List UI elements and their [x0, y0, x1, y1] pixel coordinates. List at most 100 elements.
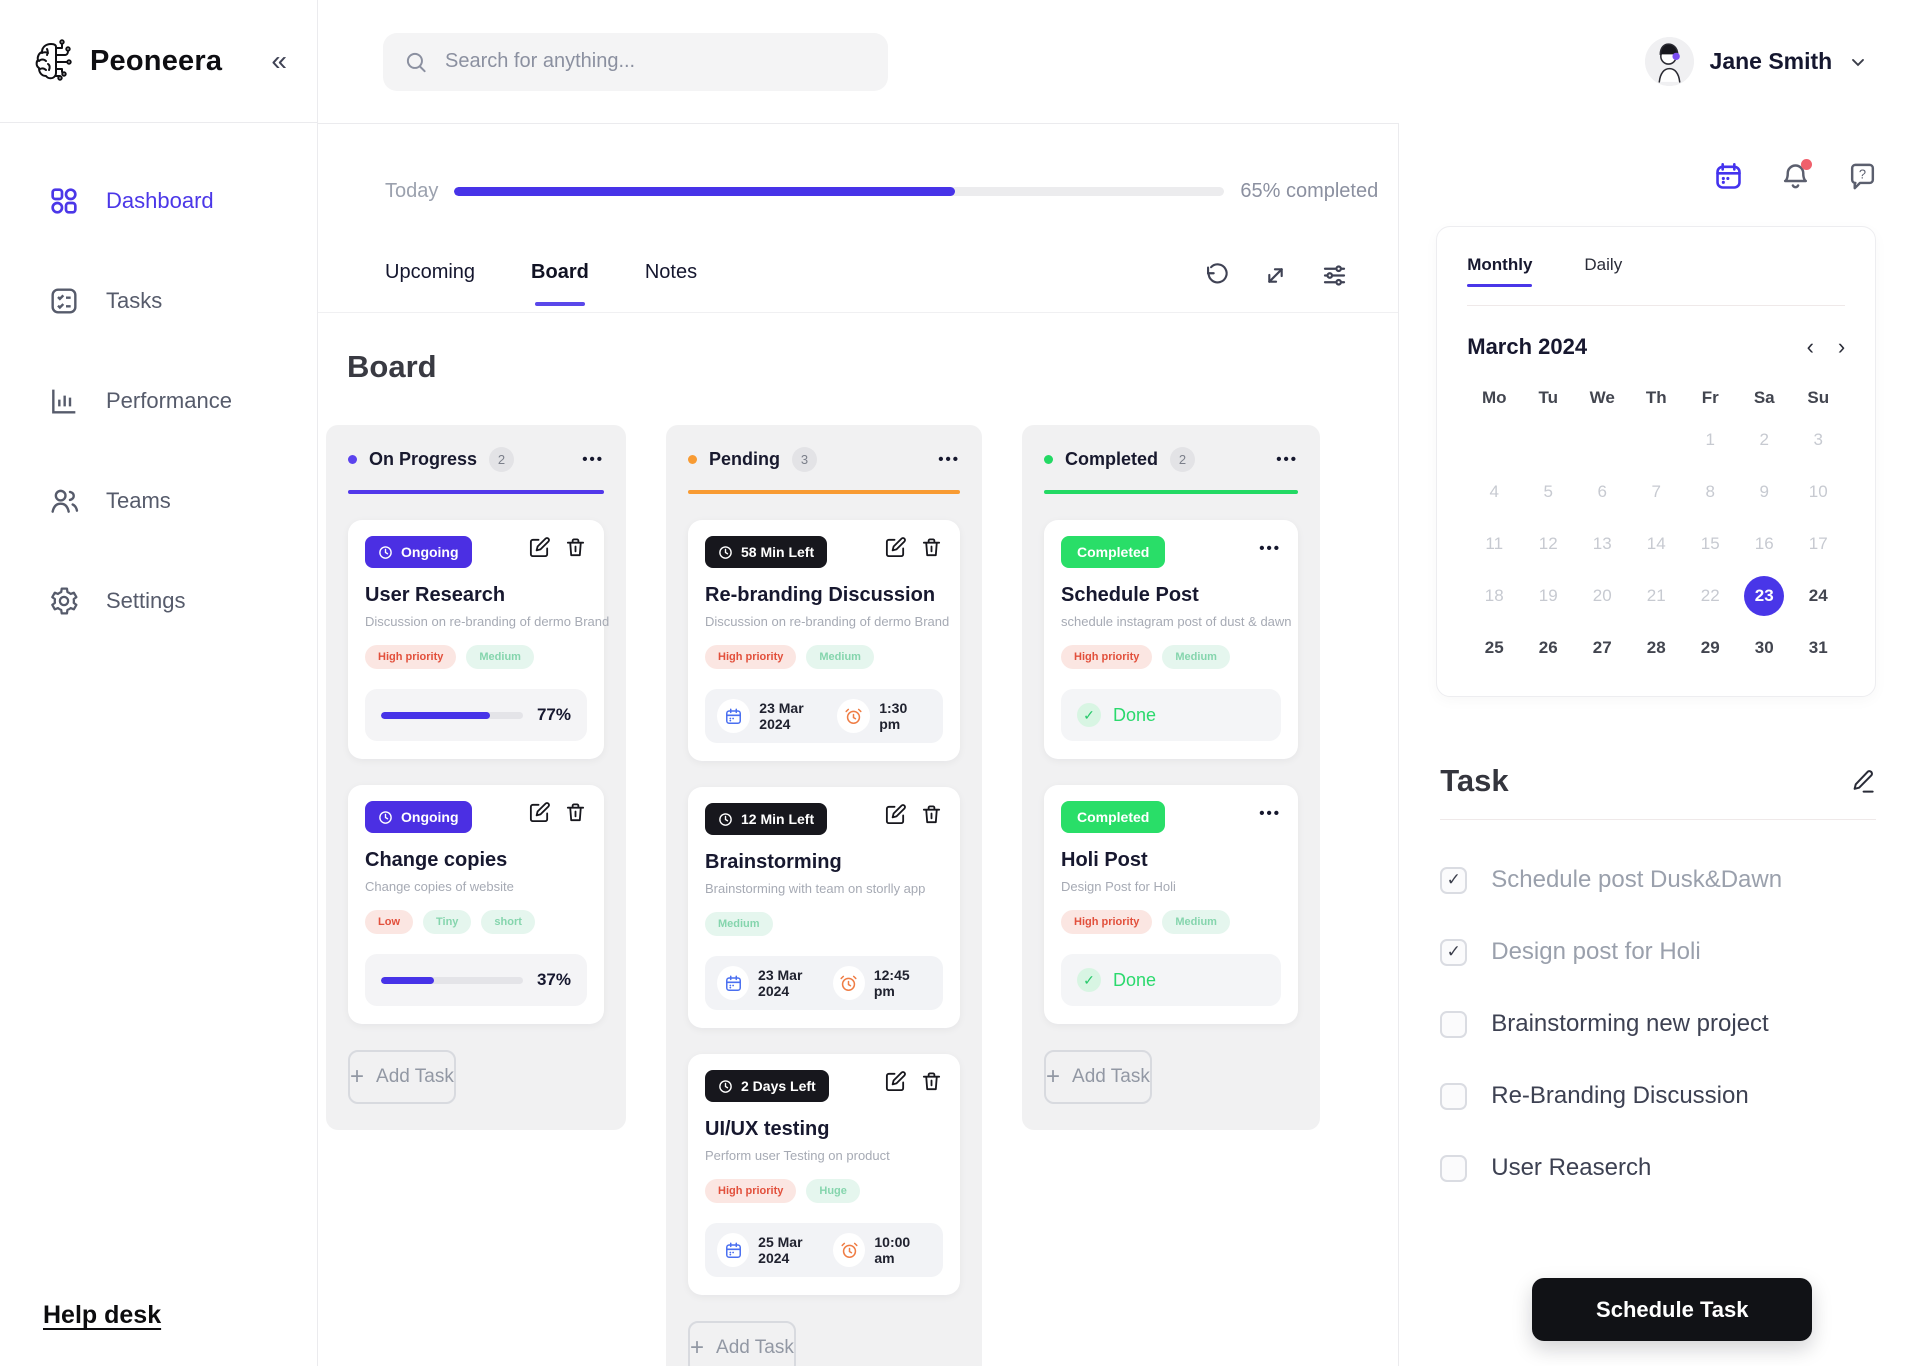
column-pending: Pending 3 ••• 58 Min Left: [666, 425, 982, 1366]
task-card[interactable]: Ongoing Change copies Change copies of w…: [348, 785, 604, 1024]
checkbox[interactable]: [1440, 866, 1468, 894]
help-icon[interactable]: ?: [1847, 161, 1878, 192]
search-bar[interactable]: [383, 32, 888, 91]
calendar-day[interactable]: 18: [1484, 586, 1504, 605]
search-input[interactable]: [445, 50, 868, 73]
task-checklist-item[interactable]: Re-Branding Discussion: [1440, 1082, 1876, 1110]
next-month-icon[interactable]: ›: [1837, 334, 1846, 359]
calendar-day[interactable]: 29: [1700, 638, 1720, 657]
delete-icon[interactable]: [564, 801, 587, 824]
calendar-view-icon[interactable]: [1713, 161, 1744, 192]
card-description: Change copies of website: [365, 879, 514, 894]
add-task-button[interactable]: + Add Task: [688, 1321, 796, 1366]
card-title: User Research: [365, 584, 506, 606]
sidebar-item-dashboard[interactable]: Dashboard: [0, 151, 317, 251]
task-card[interactable]: 12 Min Left Brainstorming Brainstorming …: [688, 787, 960, 1028]
calendar-day[interactable]: 7: [1651, 482, 1661, 501]
add-task-button[interactable]: + Add Task: [348, 1050, 456, 1104]
edit-icon[interactable]: [528, 801, 551, 824]
edit-icon[interactable]: [884, 536, 907, 559]
schedule-task-button[interactable]: Schedule Task: [1532, 1278, 1813, 1341]
edit-tasks-icon[interactable]: [1849, 768, 1876, 795]
column-menu-icon[interactable]: •••: [1276, 450, 1298, 468]
checkbox[interactable]: [1440, 1010, 1468, 1038]
calendar-day[interactable]: 28: [1646, 638, 1666, 657]
calendar-day[interactable]: 22: [1700, 586, 1720, 605]
calendar-day[interactable]: 12: [1538, 534, 1558, 553]
edit-icon[interactable]: [884, 803, 907, 826]
notifications-icon[interactable]: [1780, 159, 1813, 192]
calendar-day[interactable]: 23: [1737, 574, 1791, 618]
checkbox[interactable]: [1440, 1082, 1468, 1110]
expand-icon[interactable]: [1262, 262, 1289, 289]
sidebar-item-teams[interactable]: Teams: [0, 451, 317, 551]
calendar-day[interactable]: 17: [1808, 534, 1828, 553]
calendar-day[interactable]: 15: [1700, 534, 1720, 553]
calendar-day[interactable]: 31: [1808, 638, 1828, 657]
tab-upcoming[interactable]: Upcoming: [385, 261, 476, 283]
tab-monthly[interactable]: Monthly: [1467, 255, 1533, 287]
calendar-day[interactable]: 11: [1485, 534, 1504, 553]
column-menu-icon[interactable]: •••: [938, 450, 960, 468]
delete-icon[interactable]: [920, 803, 943, 826]
tab-board[interactable]: Board: [531, 261, 589, 306]
task-card[interactable]: Completed ••• Holi Post Design Post for …: [1044, 785, 1298, 1024]
sidebar-collapse-icon[interactable]: «: [271, 45, 287, 76]
task-checklist-item[interactable]: Brainstorming new project: [1440, 1010, 1876, 1038]
sidebar-item-performance[interactable]: Performance: [0, 351, 317, 451]
calendar-day[interactable]: 5: [1543, 482, 1553, 501]
task-checklist-item[interactable]: User Reaserch: [1440, 1154, 1876, 1182]
task-checklist-item[interactable]: Design post for Holi: [1440, 938, 1876, 966]
calendar-day[interactable]: 14: [1646, 534, 1666, 553]
calendar-day[interactable]: 13: [1592, 534, 1612, 553]
profile-menu[interactable]: Jane Smith: [1644, 37, 1869, 86]
weekday-header: Mo Tu We Th Fr Sa Su: [1481, 388, 1830, 407]
calendar-day[interactable]: 3: [1813, 430, 1823, 449]
calendar-day[interactable]: 16: [1754, 534, 1774, 553]
edit-icon[interactable]: [528, 536, 551, 559]
checkbox[interactable]: [1440, 938, 1468, 966]
task-checklist-item[interactable]: Schedule post Dusk&Dawn: [1440, 866, 1876, 894]
calendar-day[interactable]: 24: [1808, 586, 1828, 605]
card-title: Change copies: [365, 849, 508, 871]
task-card[interactable]: Ongoing User Research Discussion on re-b…: [348, 520, 609, 759]
brand-header: Peoneera «: [0, 0, 317, 123]
edit-icon[interactable]: [884, 1070, 907, 1093]
calendar-day[interactable]: 10: [1808, 482, 1828, 501]
delete-icon[interactable]: [564, 536, 587, 559]
calendar-day[interactable]: 1: [1705, 430, 1715, 449]
card-menu-icon[interactable]: •••: [1259, 805, 1281, 822]
help-desk-link[interactable]: Help desk: [43, 1301, 162, 1329]
calendar-day[interactable]: 27: [1592, 638, 1612, 657]
sidebar-item-label: Tasks: [106, 288, 163, 313]
task-card[interactable]: 58 Min Left Re-branding Discussion Discu…: [688, 520, 960, 761]
calendar-day[interactable]: 6: [1597, 482, 1607, 501]
checkbox[interactable]: [1440, 1154, 1468, 1182]
delete-icon[interactable]: [920, 536, 943, 559]
column-on-progress: On Progress 2 ••• Ongoing: [326, 425, 626, 1130]
task-card[interactable]: Completed ••• Schedule Post schedule ins…: [1044, 520, 1298, 759]
sidebar-item-tasks[interactable]: Tasks: [0, 251, 317, 351]
calendar-day[interactable]: 20: [1592, 586, 1612, 605]
calendar-day[interactable]: 25: [1484, 638, 1504, 657]
calendar-day[interactable]: 30: [1754, 638, 1774, 657]
calendar-day[interactable]: 9: [1759, 482, 1769, 501]
delete-icon[interactable]: [920, 1070, 943, 1093]
tab-notes[interactable]: Notes: [644, 261, 698, 283]
calendar-day[interactable]: 2: [1759, 430, 1769, 449]
task-card[interactable]: 2 Days Left UI/UX testing Perform user T…: [688, 1054, 960, 1295]
calendar-day[interactable]: 21: [1646, 586, 1666, 605]
calendar-day[interactable]: 4: [1489, 482, 1499, 501]
card-menu-icon[interactable]: •••: [1259, 540, 1281, 557]
completed-badge: Completed: [1061, 536, 1166, 568]
add-task-button[interactable]: + Add Task: [1044, 1050, 1152, 1104]
column-menu-icon[interactable]: •••: [582, 450, 604, 468]
history-icon[interactable]: [1203, 262, 1230, 289]
tab-daily[interactable]: Daily: [1584, 255, 1623, 274]
sidebar-item-settings[interactable]: Settings: [0, 551, 317, 651]
filter-sliders-icon[interactable]: [1321, 262, 1348, 289]
calendar-day[interactable]: 8: [1705, 482, 1715, 501]
calendar-day[interactable]: 19: [1538, 586, 1558, 605]
prev-month-icon[interactable]: ‹: [1806, 334, 1814, 359]
calendar-day[interactable]: 26: [1538, 638, 1558, 657]
